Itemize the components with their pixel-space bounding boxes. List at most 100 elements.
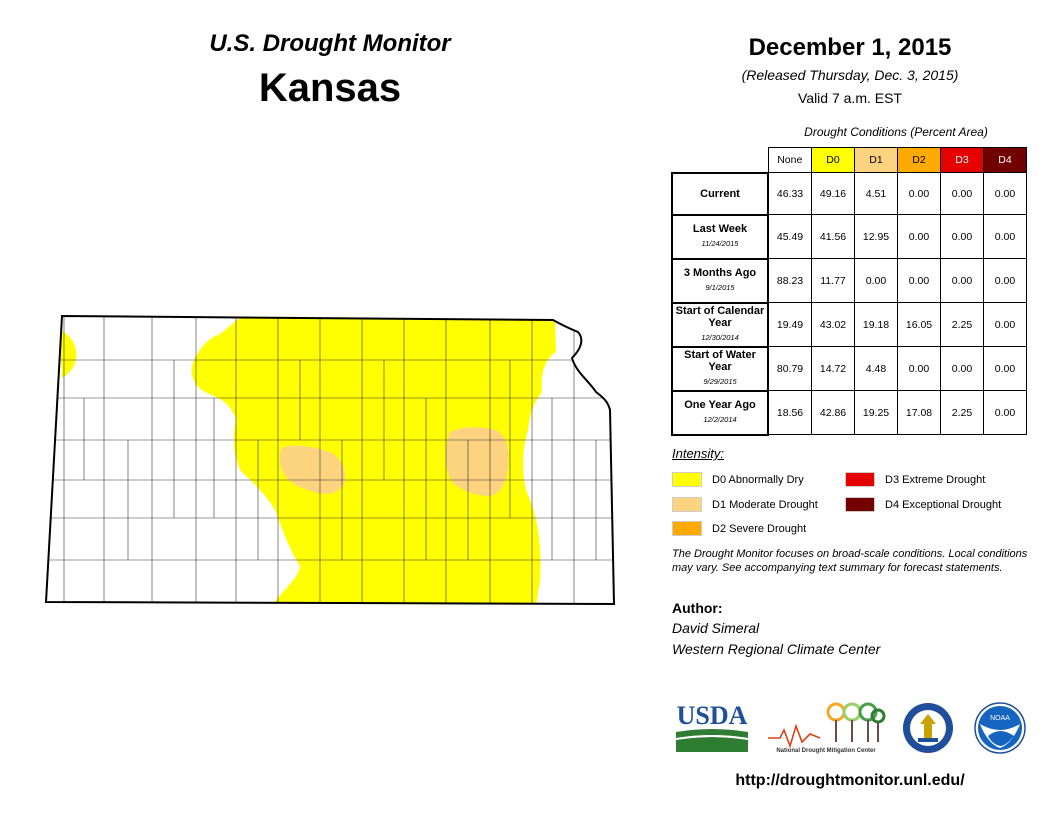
row-label-text: Start of Water Year	[684, 349, 756, 373]
website-url-link[interactable]: http://droughtmonitor.unl.edu/	[735, 772, 965, 789]
table-row: 3 Months Ago 9/1/2015 88.23 11.77 0.00 0.00 0.…	[671, 257, 1027, 304]
table-cell: 46.33	[767, 172, 812, 215]
table-cell: 0.00	[897, 258, 941, 303]
table-cell: 4.51	[854, 172, 898, 215]
row-label: Start of Water Year 9/29/2015	[671, 345, 769, 392]
table-cell: 19.25	[854, 390, 898, 435]
table-cell: 11.77	[811, 258, 855, 303]
author-label: Author:	[672, 600, 723, 616]
legend-title: Intensity:	[672, 446, 725, 461]
table-caption: Drought Conditions (Percent Area)	[804, 125, 988, 139]
table-cell: 42.86	[811, 390, 855, 435]
row-label-text: Start of Calendar Year	[675, 305, 765, 329]
table-corner	[672, 148, 768, 173]
column-header-d3: D3	[940, 147, 984, 173]
row-date: 12/30/2014	[701, 333, 739, 342]
table-body: Current 46.33 49.16 4.51 0.00 0.00 0.00 Last We…	[671, 171, 1027, 436]
drought-conditions-table: None D0 D1 D2 D3 D4 Current 46.33 49.16 4.51 0.00…	[671, 147, 1027, 436]
row-label: 3 Months Ago 9/1/2015	[671, 257, 769, 304]
table-cell: 4.48	[854, 346, 898, 391]
table-row: One Year Ago 12/2/2014 18.56 42.86 19.25 17.0…	[671, 389, 1027, 436]
author-organization: Western Regional Climate Center	[672, 641, 881, 657]
row-label-text: Current	[700, 187, 740, 200]
legend-label-d0: D0 Abnormally Dry	[712, 473, 804, 486]
d1-region-east	[445, 427, 509, 496]
table-cell: 12.95	[854, 214, 898, 259]
map-date: December 1, 2015	[748, 34, 952, 61]
valid-time: Valid 7 a.m. EST	[797, 90, 902, 106]
d0-region	[191, 318, 556, 604]
legend-label-d2: D2 Severe Drought	[712, 522, 807, 535]
table-cell: 49.16	[811, 172, 855, 215]
usda-logo: USDA	[676, 701, 748, 752]
table-cell: 0.00	[983, 214, 1027, 259]
table-cell: 0.00	[983, 302, 1027, 347]
legend-item-d2: D2 Severe Drought	[672, 521, 806, 536]
legend-label-d3: D3 Extreme Drought	[885, 473, 986, 486]
table-cell: 0.00	[940, 214, 984, 259]
table-cell: 0.00	[940, 258, 984, 303]
table-cell: 0.00	[983, 172, 1027, 215]
table-cell: 0.00	[983, 390, 1027, 435]
row-label: Current	[671, 171, 769, 216]
table-cell: 0.00	[983, 346, 1027, 391]
table-cell: 0.00	[940, 346, 984, 391]
commerce-seal-icon	[903, 703, 953, 753]
table-cell: 45.49	[767, 214, 812, 259]
table-row: Last Week 11/24/2015 45.49 41.56 12.95 0.00 0.…	[671, 213, 1027, 260]
d1-region-central	[279, 445, 346, 494]
row-date: 11/24/2015	[701, 239, 739, 248]
legend-item-d3: D3 Extreme Drought	[845, 472, 985, 487]
row-date: 12/2/2014	[703, 415, 737, 424]
legend-item-d0: D0 Abnormally Dry	[672, 472, 804, 487]
column-header-d2: D2	[897, 147, 941, 173]
table-cell: 2.25	[940, 390, 984, 435]
ndmc-logo: National Drought Mitigation Center	[768, 702, 886, 754]
legend-item-d1: D1 Moderate Drought	[672, 497, 818, 512]
table-cell: 16.05	[897, 302, 941, 347]
row-label: One Year Ago 12/2/2014	[671, 389, 769, 436]
map-title: U.S. Drought Monitor	[209, 30, 451, 57]
column-header-d0: D0	[811, 147, 855, 173]
row-label: Last Week 11/24/2015	[671, 213, 769, 260]
kansas-drought-map	[44, 314, 616, 606]
legend-swatch-d4	[845, 497, 875, 512]
legend-swatch-d2	[672, 521, 702, 536]
column-header-none: None	[767, 147, 812, 173]
table-cell: 0.00	[897, 214, 941, 259]
state-outline	[44, 314, 616, 606]
legend-item-d4: D4 Exceptional Drought	[845, 497, 1001, 512]
table-cell: 88.23	[767, 258, 812, 303]
table-row: Start of Calendar Year 12/30/2014 19.49 43.…	[671, 301, 1027, 348]
release-date: (Released Thursday, Dec. 3, 2015)	[741, 67, 959, 83]
row-label-text: One Year Ago	[684, 399, 756, 411]
column-header-d4: D4	[983, 147, 1027, 173]
legend-label-d1: D1 Moderate Drought	[712, 498, 818, 511]
row-date: 9/1/2015	[705, 283, 735, 292]
row-label: Start of Calendar Year 12/30/2014	[671, 301, 769, 348]
state-name: Kansas	[258, 66, 402, 110]
table-cell: 17.08	[897, 390, 941, 435]
legend-swatch-d0	[672, 472, 702, 487]
table-cell: 19.18	[854, 302, 898, 347]
table-cell: 0.00	[940, 172, 984, 215]
legend-swatch-d1	[672, 497, 702, 512]
table-header-row: None D0 D1 D2 D3 D4	[672, 147, 1027, 173]
row-date: 9/29/2015	[703, 377, 737, 386]
author-name: David Simeral	[672, 620, 760, 636]
table-cell: 0.00	[897, 346, 941, 391]
svg-text:National Drought Mitigation Ce: National Drought Mitigation Center	[776, 748, 876, 754]
table-cell: 2.25	[940, 302, 984, 347]
column-header-d1: D1	[854, 147, 898, 173]
table-cell: 0.00	[983, 258, 1027, 303]
table-cell: 18.56	[767, 390, 812, 435]
noaa-logo: NOAA	[974, 702, 1026, 754]
table-cell: 19.49	[767, 302, 812, 347]
table-cell: 41.56	[811, 214, 855, 259]
row-label-text: 3 Months Ago	[683, 267, 757, 279]
table-cell: 14.72	[811, 346, 855, 391]
legend-swatch-d3	[845, 472, 875, 487]
county-boundaries	[46, 316, 614, 604]
legend-label-d4: D4 Exceptional Drought	[885, 498, 1002, 511]
table-cell: 0.00	[854, 258, 898, 303]
